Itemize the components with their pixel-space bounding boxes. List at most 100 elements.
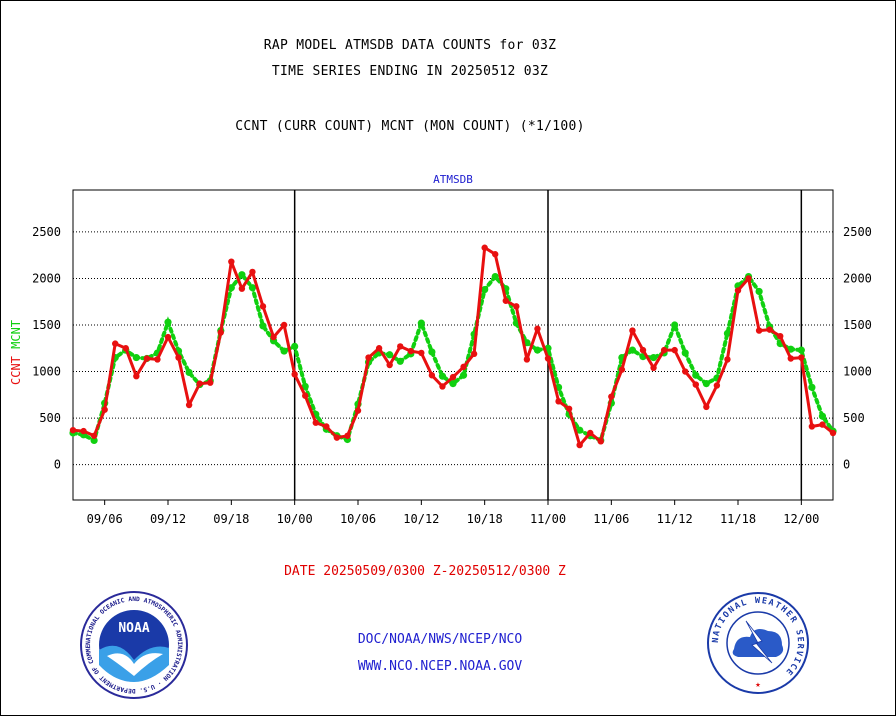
y-tick-label-left: 2500 — [32, 225, 61, 239]
y-tick-label-right: 0 — [843, 458, 850, 472]
chart-legend-description: CCNT (CURR COUNT) MCNT (MON COUNT) (*1/1… — [235, 119, 585, 134]
noaa-logo-text: NOAA — [118, 621, 149, 636]
ccnt-point — [555, 398, 562, 405]
y-tick-label-left: 2000 — [32, 271, 61, 285]
website-link[interactable]: WWW.NCO.NCEP.NOAA.GOV — [357, 659, 523, 674]
mcnt-point — [396, 357, 404, 365]
ccnt-point — [660, 346, 668, 354]
ccnt-point — [418, 349, 425, 357]
y-tick-label-right: 500 — [843, 411, 865, 425]
mcnt-point — [132, 353, 140, 362]
mcnt-point — [417, 319, 425, 327]
ccnt-point — [587, 429, 594, 437]
mcnt-point — [438, 372, 447, 380]
mcnt-point — [291, 342, 299, 350]
chart-title-line2: TIME SERIES ENDING IN 20250512 03Z — [271, 64, 549, 79]
ccnt-point — [755, 327, 763, 334]
ccnt-point — [228, 258, 235, 265]
ccnt-point — [407, 347, 414, 355]
ccnt-point — [618, 366, 626, 373]
ccnt-point — [439, 383, 446, 390]
mcnt-point — [459, 371, 468, 379]
ccnt-point — [745, 275, 752, 282]
mcnt-point — [787, 345, 795, 353]
ccnt-point — [565, 405, 573, 412]
ccnt-point — [238, 285, 246, 292]
ccnt-point — [386, 361, 393, 369]
ccnt-point — [608, 393, 615, 400]
ccnt-point — [101, 406, 108, 413]
ccnt-point — [470, 350, 478, 358]
x-tick-label: 11/06 — [593, 512, 629, 526]
ccnt-point — [196, 380, 203, 387]
ccnt-point — [185, 401, 193, 409]
mcnt-point — [481, 286, 489, 294]
ccnt-point — [777, 332, 784, 340]
mcnt-point — [808, 383, 816, 391]
ccnt-point — [302, 392, 309, 399]
ccnt-point — [808, 423, 816, 430]
ccnt-point — [787, 355, 794, 362]
x-tick-label: 09/06 — [87, 512, 123, 526]
mcnt-point — [259, 322, 267, 330]
org-path-link[interactable]: DOC/NOAA/NWS/NCEP/NCO — [357, 632, 523, 647]
ccnt-point — [481, 244, 488, 251]
y-tick-label-right: 1500 — [843, 318, 872, 332]
plot-area — [72, 189, 834, 501]
ccnt-point — [143, 355, 151, 362]
mcnt-point — [533, 346, 542, 354]
ccnt-point — [428, 372, 436, 379]
y-axis-label: CCNT MCNT — [9, 320, 23, 385]
ccnt-point — [671, 346, 678, 354]
mcnt-point — [755, 287, 763, 296]
x-tick-label: 11/18 — [720, 512, 756, 526]
ccnt-point — [629, 327, 636, 334]
x-tick-label: 10/00 — [277, 512, 313, 526]
ccnt-point — [280, 321, 288, 329]
mcnt-point — [280, 347, 288, 355]
mcnt-point — [491, 272, 499, 281]
ccnt-point — [365, 354, 372, 361]
ccnt-point — [217, 329, 224, 336]
ccnt-point — [122, 345, 129, 352]
ccnt-point — [650, 364, 657, 372]
mcnt-point — [692, 371, 700, 379]
x-tick-label: 10/06 — [340, 512, 376, 526]
noaa-logo: NATIONAL OCEANIC AND ATMOSPHERIC ADMINIS… — [79, 590, 188, 699]
ccnt-point — [692, 381, 699, 388]
y-axis-label-part: CCNT — [9, 356, 23, 385]
nws-logo: NATIONAL WEATHER SERVICE ★ — [707, 592, 809, 694]
x-tick-label: 10/12 — [403, 512, 439, 526]
ccnt-point — [682, 368, 689, 375]
ccnt-point — [724, 356, 731, 363]
ccnt-point — [734, 287, 742, 294]
ccnt-point — [249, 268, 256, 276]
y-tick-label-left: 500 — [39, 411, 61, 425]
ccnt-point — [333, 434, 341, 441]
ccnt-point — [502, 297, 509, 304]
ccnt-point — [639, 346, 647, 354]
ccnt-point — [597, 438, 604, 445]
ccnt-point — [766, 326, 773, 333]
y-tick-label-left: 1000 — [32, 365, 61, 379]
ccnt-point — [354, 407, 362, 414]
mcnt-point — [723, 329, 732, 337]
ccnt-point — [154, 356, 161, 363]
ccnt-point — [344, 432, 351, 439]
y-axis-label-part: MCNT — [9, 320, 23, 356]
ccnt-point — [375, 345, 383, 352]
mcnt-point — [428, 348, 436, 356]
nws-star-icon: ★ — [755, 680, 761, 690]
mcnt-point — [238, 271, 246, 279]
ccnt-point — [829, 429, 837, 437]
ccnt-point — [270, 333, 277, 341]
mcnt-point — [386, 351, 394, 359]
ccnt-point — [312, 419, 319, 426]
ccnt-point — [175, 354, 182, 361]
ccnt-point — [703, 403, 710, 411]
x-tick-label: 12/00 — [783, 512, 819, 526]
chart-title-line1: RAP MODEL ATMSDB DATA COUNTS for 03Z — [263, 38, 557, 53]
ccnt-point — [798, 354, 805, 361]
y-tick-label-right: 2500 — [843, 225, 872, 239]
ccnt-point — [112, 340, 119, 347]
